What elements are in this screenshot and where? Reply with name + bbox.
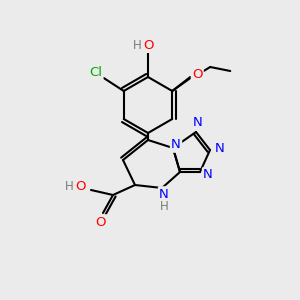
Text: O: O [96, 215, 106, 229]
Text: O: O [192, 68, 202, 80]
Text: N: N [171, 139, 181, 152]
Text: H: H [133, 39, 141, 52]
Text: N: N [193, 116, 203, 128]
Text: O: O [76, 181, 86, 194]
Text: O: O [143, 39, 153, 52]
Text: N: N [203, 169, 213, 182]
Text: H: H [160, 200, 168, 212]
Text: Cl: Cl [89, 67, 102, 80]
Text: N: N [215, 142, 225, 154]
Text: H: H [64, 181, 74, 194]
Text: N: N [159, 188, 169, 200]
